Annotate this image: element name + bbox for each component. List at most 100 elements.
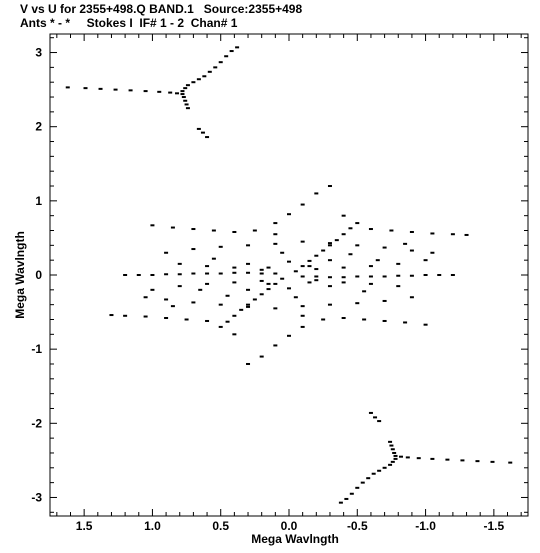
uv-point — [232, 271, 237, 274]
uv-point — [375, 259, 380, 262]
uv-point — [355, 275, 360, 278]
uv-point — [355, 302, 360, 305]
uv-point — [266, 288, 271, 291]
uv-point — [164, 251, 169, 254]
uv-point — [293, 270, 298, 273]
uv-point — [273, 222, 278, 225]
uv-point — [157, 90, 162, 93]
uv-point — [113, 88, 118, 91]
uv-point — [211, 229, 216, 232]
uv-point — [300, 203, 305, 206]
uv-point — [341, 233, 346, 236]
uv-point — [368, 265, 373, 268]
uv-point — [423, 323, 428, 326]
uv-point — [445, 458, 450, 461]
uv-point — [225, 320, 230, 323]
uv-point — [389, 229, 394, 232]
uv-point — [191, 228, 196, 231]
x-tick-label: 1.0 — [144, 519, 161, 533]
uv-point — [423, 259, 428, 262]
uv-point — [348, 253, 353, 256]
uv-point — [218, 272, 223, 275]
uv-point — [205, 265, 210, 268]
uv-point — [368, 282, 373, 285]
uv-point — [164, 317, 169, 320]
uv-point — [300, 275, 305, 278]
plot-title: V vs U for 2355+498.Q BAND.1 Source:2355… — [20, 2, 303, 16]
uv-point — [377, 469, 382, 472]
uv-point — [232, 333, 237, 336]
uv-point — [377, 420, 382, 423]
uv-point — [196, 127, 201, 130]
y-tick-label: 1 — [35, 194, 42, 208]
uv-point — [314, 254, 319, 257]
uv-point — [393, 457, 398, 460]
uv-point — [259, 268, 264, 271]
uv-point — [259, 293, 264, 296]
uv-point — [475, 460, 480, 463]
y-tick-label: 0 — [35, 268, 42, 282]
uv-point — [362, 290, 367, 293]
uv-point — [128, 89, 133, 92]
uv-point — [150, 224, 155, 227]
uv-point — [327, 285, 332, 288]
uv-point — [109, 314, 114, 317]
uv-point — [396, 274, 401, 277]
uv-point — [252, 229, 257, 232]
uv-point — [232, 281, 237, 284]
uv-point — [334, 239, 339, 242]
uv-point — [373, 416, 378, 419]
uv-point — [150, 288, 155, 291]
uv-point — [405, 456, 410, 459]
uv-point — [409, 230, 414, 233]
uv-point — [246, 244, 251, 247]
uv-point — [409, 249, 414, 252]
y-tick-label: -2 — [31, 416, 42, 430]
y-tick-label: -1 — [31, 342, 42, 356]
uv-point — [341, 281, 346, 284]
uv-point — [239, 308, 244, 311]
uv-point — [273, 242, 278, 245]
uv-point — [184, 103, 189, 106]
uv-point — [382, 319, 387, 322]
uv-point — [327, 276, 332, 279]
uv-point — [508, 461, 513, 464]
uv-point — [246, 305, 251, 308]
uv-point — [218, 325, 223, 328]
uv-point — [388, 440, 393, 443]
uv-point — [164, 298, 169, 301]
uv-point — [232, 230, 237, 233]
uv-point — [287, 213, 291, 216]
uv-point — [207, 70, 212, 73]
uv-point — [164, 273, 169, 276]
x-axis-label: Mega Wavlngth — [251, 532, 339, 546]
uv-point — [403, 321, 408, 324]
uv-point — [355, 486, 360, 489]
uv-point — [191, 272, 196, 275]
uv-point — [293, 296, 298, 299]
uv-point — [198, 288, 203, 291]
uv-point — [98, 87, 103, 90]
uv-point — [349, 492, 354, 495]
uv-point — [123, 314, 128, 317]
uv-point — [287, 334, 291, 337]
plot-frame — [49, 33, 529, 517]
uv-point — [327, 244, 332, 247]
uv-point — [273, 282, 278, 285]
uv-point — [185, 107, 190, 110]
uv-point — [327, 242, 332, 245]
uv-point — [229, 50, 234, 53]
uv-point — [191, 81, 196, 84]
uv-point — [327, 303, 332, 306]
uv-point — [388, 463, 393, 466]
uv-point — [252, 298, 257, 301]
uv-point — [183, 87, 188, 90]
uv-point — [314, 275, 319, 278]
uv-point — [180, 93, 185, 96]
uv-point — [321, 249, 326, 252]
uv-point — [368, 275, 373, 278]
y-tick-label: 3 — [35, 46, 42, 60]
uv-point — [246, 288, 251, 291]
uv-point — [235, 46, 240, 49]
uv-point — [205, 282, 210, 285]
